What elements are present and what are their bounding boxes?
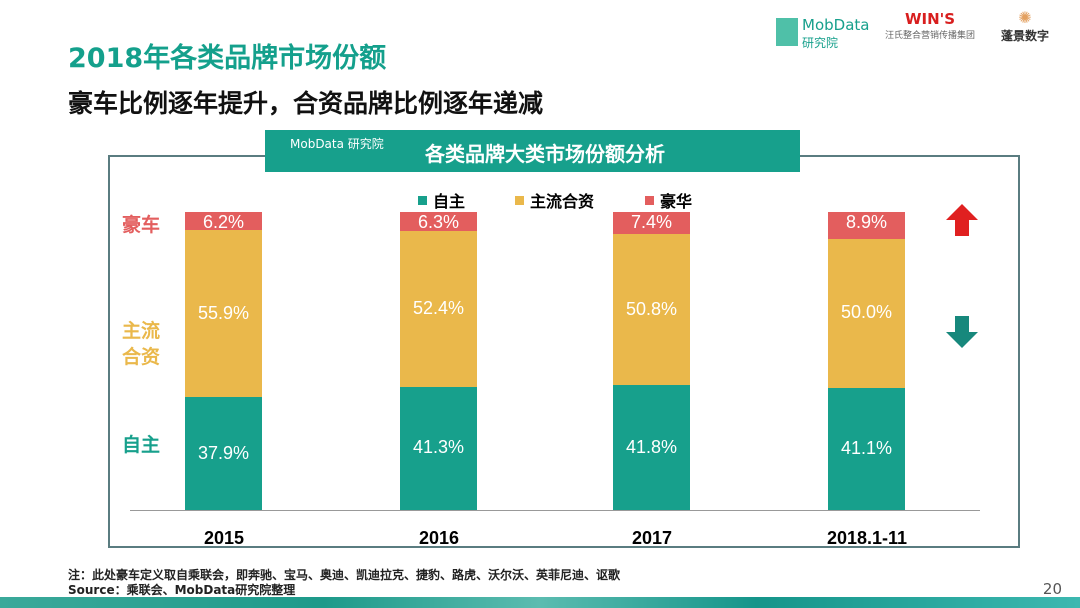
data-label: 55.9% — [197, 302, 250, 323]
bar-stack: 41.8% 50.8% 7.4% — [613, 212, 690, 510]
source-text: Source：乘联会、MobData研究院整理 — [68, 583, 296, 597]
data-label: 41.1% — [840, 437, 893, 458]
legend-label: 主流合资 — [530, 192, 595, 211]
legend-label: 豪华 — [660, 192, 693, 211]
legend-swatch — [515, 195, 524, 205]
bar-segment: 8.9% — [828, 212, 905, 239]
bar-segment: 52.4% — [400, 230, 477, 387]
legend-item: 豪华 — [645, 188, 692, 212]
data-label: 7.4% — [630, 212, 673, 233]
side-label-own: 自主 — [122, 434, 161, 456]
bar-segment: 41.3% — [400, 386, 477, 510]
x-tick-label: 2015 — [203, 528, 245, 548]
legend-label: 自主 — [433, 192, 466, 211]
data-label: 50.8% — [625, 298, 678, 319]
logo-wins: WIN'S 汪氏整合营销传播集团 — [884, 10, 975, 41]
chart-header: MobData 研究院 各类品牌大类市场份额分析 — [265, 130, 800, 172]
note-text: 注：此处豪车定义取自乘联会，即奔驰、宝马、奥迪、凯迪拉克、捷豹、路虎、沃尔沃、英… — [68, 568, 621, 582]
data-label: 50.0% — [840, 302, 893, 323]
panel-logo: MobData 研究院 — [290, 137, 384, 151]
bar-segment: 41.1% — [828, 387, 905, 510]
bar-segment: 6.3% — [400, 212, 477, 233]
data-label: 8.9% — [845, 212, 888, 233]
legend-swatch — [645, 195, 654, 205]
footer-stripe — [0, 597, 1080, 608]
legend-swatch — [418, 195, 427, 205]
logo-pengjing: ✺ 蓬景数字 — [1000, 8, 1049, 43]
bar-segment: 7.4% — [613, 212, 690, 235]
legend-item: 主流合资 — [515, 188, 594, 212]
data-label: 37.9% — [197, 442, 250, 463]
x-axis-line — [130, 510, 980, 511]
chart-title: 各类品牌大类市场份额分析 — [425, 142, 665, 166]
legend-item: 自主 — [418, 188, 465, 212]
data-label: 41.8% — [625, 436, 678, 457]
bar-stack: 41.1% 50.0% 8.9% — [828, 212, 905, 510]
x-tick-label: 2016 — [418, 528, 460, 548]
bar-segment: 50.0% — [828, 238, 905, 388]
page-subtitle: 豪车比例逐年提升，合资品牌比例逐年递减 — [68, 89, 544, 118]
data-label: 6.2% — [202, 212, 245, 233]
x-tick-label: 2017 — [631, 528, 673, 548]
x-tick-label: 2018.1-11 — [826, 528, 908, 548]
bar-stack: 37.9% 55.9% 6.2% — [185, 212, 262, 510]
bar-segment: 55.9% — [185, 230, 262, 398]
arrow-up-icon — [946, 204, 978, 236]
footnote: 注：此处豪车定义取自乘联会，即奔驰、宝马、奥迪、凯迪拉克、捷豹、路虎、沃尔沃、英… — [68, 568, 620, 598]
bar-stack: 41.3% 52.4% 6.3% — [400, 212, 477, 510]
bar-segment: 50.8% — [613, 234, 690, 386]
side-label-luxury: 豪车 — [122, 214, 161, 236]
arrow-down-icon — [946, 316, 978, 348]
bar-segment: 41.8% — [613, 385, 690, 510]
bar-segment: 37.9% — [185, 397, 262, 510]
data-label: 6.3% — [417, 212, 460, 233]
data-label: 41.3% — [412, 437, 465, 458]
logo-mobdata: MobData 研究院 — [776, 14, 876, 50]
data-label: 52.4% — [412, 297, 465, 318]
bar-segment: 6.2% — [185, 212, 262, 233]
side-label-jv: 主流 合资 — [122, 320, 161, 368]
page-title: 2018年各类品牌市场份额 — [68, 43, 387, 74]
page-number: 20 — [1042, 580, 1062, 598]
